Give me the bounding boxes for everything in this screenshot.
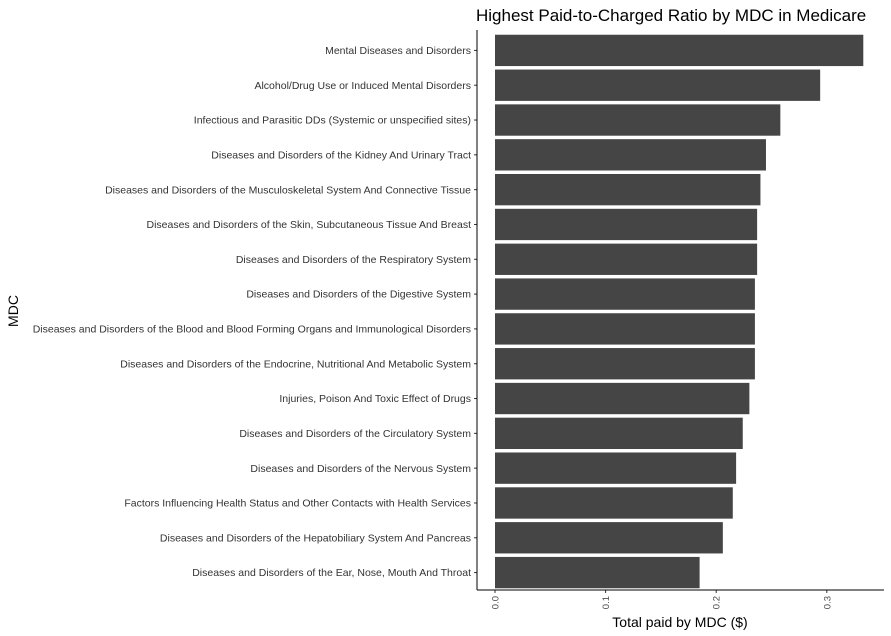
bar xyxy=(495,522,723,554)
bar xyxy=(495,278,755,310)
category-label: Diseases and Disorders of the Ear, Nose,… xyxy=(192,567,471,579)
bar xyxy=(495,382,750,415)
y-axis-title: MDC xyxy=(5,295,21,327)
bar xyxy=(495,243,758,275)
category-label: Diseases and Disorders of the Hepatobili… xyxy=(160,532,471,544)
bar xyxy=(495,487,733,519)
chart-title: Highest Paid-to-Charged Ratio by MDC in … xyxy=(476,6,866,25)
x-tick-label: 0.1 xyxy=(601,596,612,609)
bar xyxy=(495,313,755,345)
category-label: Diseases and Disorders of the Respirator… xyxy=(236,254,471,266)
bar xyxy=(495,208,758,241)
category-label: Factors Influencing Health Status and Ot… xyxy=(124,498,471,510)
category-label: Diseases and Disorders of the Endocrine,… xyxy=(120,358,471,370)
bars-group xyxy=(495,34,864,589)
category-label: Injuries, Poison And Toxic Effect of Dru… xyxy=(279,393,471,405)
bar xyxy=(495,348,755,380)
bar xyxy=(495,556,700,589)
bar xyxy=(495,139,766,171)
x-tick-label: 0.2 xyxy=(712,596,723,609)
bar xyxy=(495,34,864,67)
category-label: Alcohol/Drug Use or Induced Mental Disor… xyxy=(254,80,471,92)
category-label: Diseases and Disorders of the Blood and … xyxy=(33,324,471,336)
bar xyxy=(495,69,821,101)
x-tick-label: 0.0 xyxy=(491,596,502,609)
category-label: Mental Diseases and Disorders xyxy=(325,45,471,57)
category-label: Infectious and Parasitic DDs (Systemic o… xyxy=(194,115,471,127)
category-label: Diseases and Disorders of the Nervous Sy… xyxy=(250,463,471,475)
category-label: Diseases and Disorders of the Kidney And… xyxy=(211,149,471,161)
category-label: Diseases and Disorders of the Digestive … xyxy=(246,289,471,301)
bar xyxy=(495,452,737,484)
bar xyxy=(495,173,761,206)
x-axis-title: Total paid by MDC ($) xyxy=(612,614,747,630)
category-label: Diseases and Disorders of the Circulator… xyxy=(239,428,471,440)
bar xyxy=(495,104,781,136)
category-label: Diseases and Disorders of the Skin, Subc… xyxy=(146,219,471,231)
category-label: Diseases and Disorders of the Musculoske… xyxy=(105,184,471,196)
bar xyxy=(495,417,743,450)
category-labels: Mental Diseases and Disorders Alcohol/Dru… xyxy=(33,45,477,579)
x-tick-label: 0.3 xyxy=(822,596,833,609)
x-ticks: 0.0 0.1 0.2 0.3 xyxy=(491,590,833,609)
